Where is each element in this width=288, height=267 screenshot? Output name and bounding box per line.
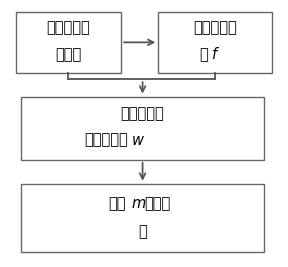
Text: $w$: $w$ bbox=[131, 133, 145, 148]
Text: 计算最佳单: 计算最佳单 bbox=[121, 106, 164, 121]
Text: 阵: 阵 bbox=[199, 47, 208, 62]
Text: 原始图像样: 原始图像样 bbox=[47, 20, 90, 35]
Text: $f$: $f$ bbox=[211, 46, 220, 62]
FancyBboxPatch shape bbox=[158, 12, 272, 73]
Text: 分: 分 bbox=[138, 224, 147, 239]
FancyBboxPatch shape bbox=[21, 96, 264, 160]
Text: 个主成: 个主成 bbox=[144, 196, 170, 211]
Text: 本数据: 本数据 bbox=[55, 47, 82, 62]
FancyBboxPatch shape bbox=[16, 12, 121, 73]
FancyBboxPatch shape bbox=[21, 184, 264, 252]
Text: 计算权重矩: 计算权重矩 bbox=[194, 20, 237, 35]
Text: 计算: 计算 bbox=[108, 196, 126, 211]
Text: 位投影向量: 位投影向量 bbox=[85, 133, 128, 148]
Text: $m$: $m$ bbox=[131, 196, 146, 211]
